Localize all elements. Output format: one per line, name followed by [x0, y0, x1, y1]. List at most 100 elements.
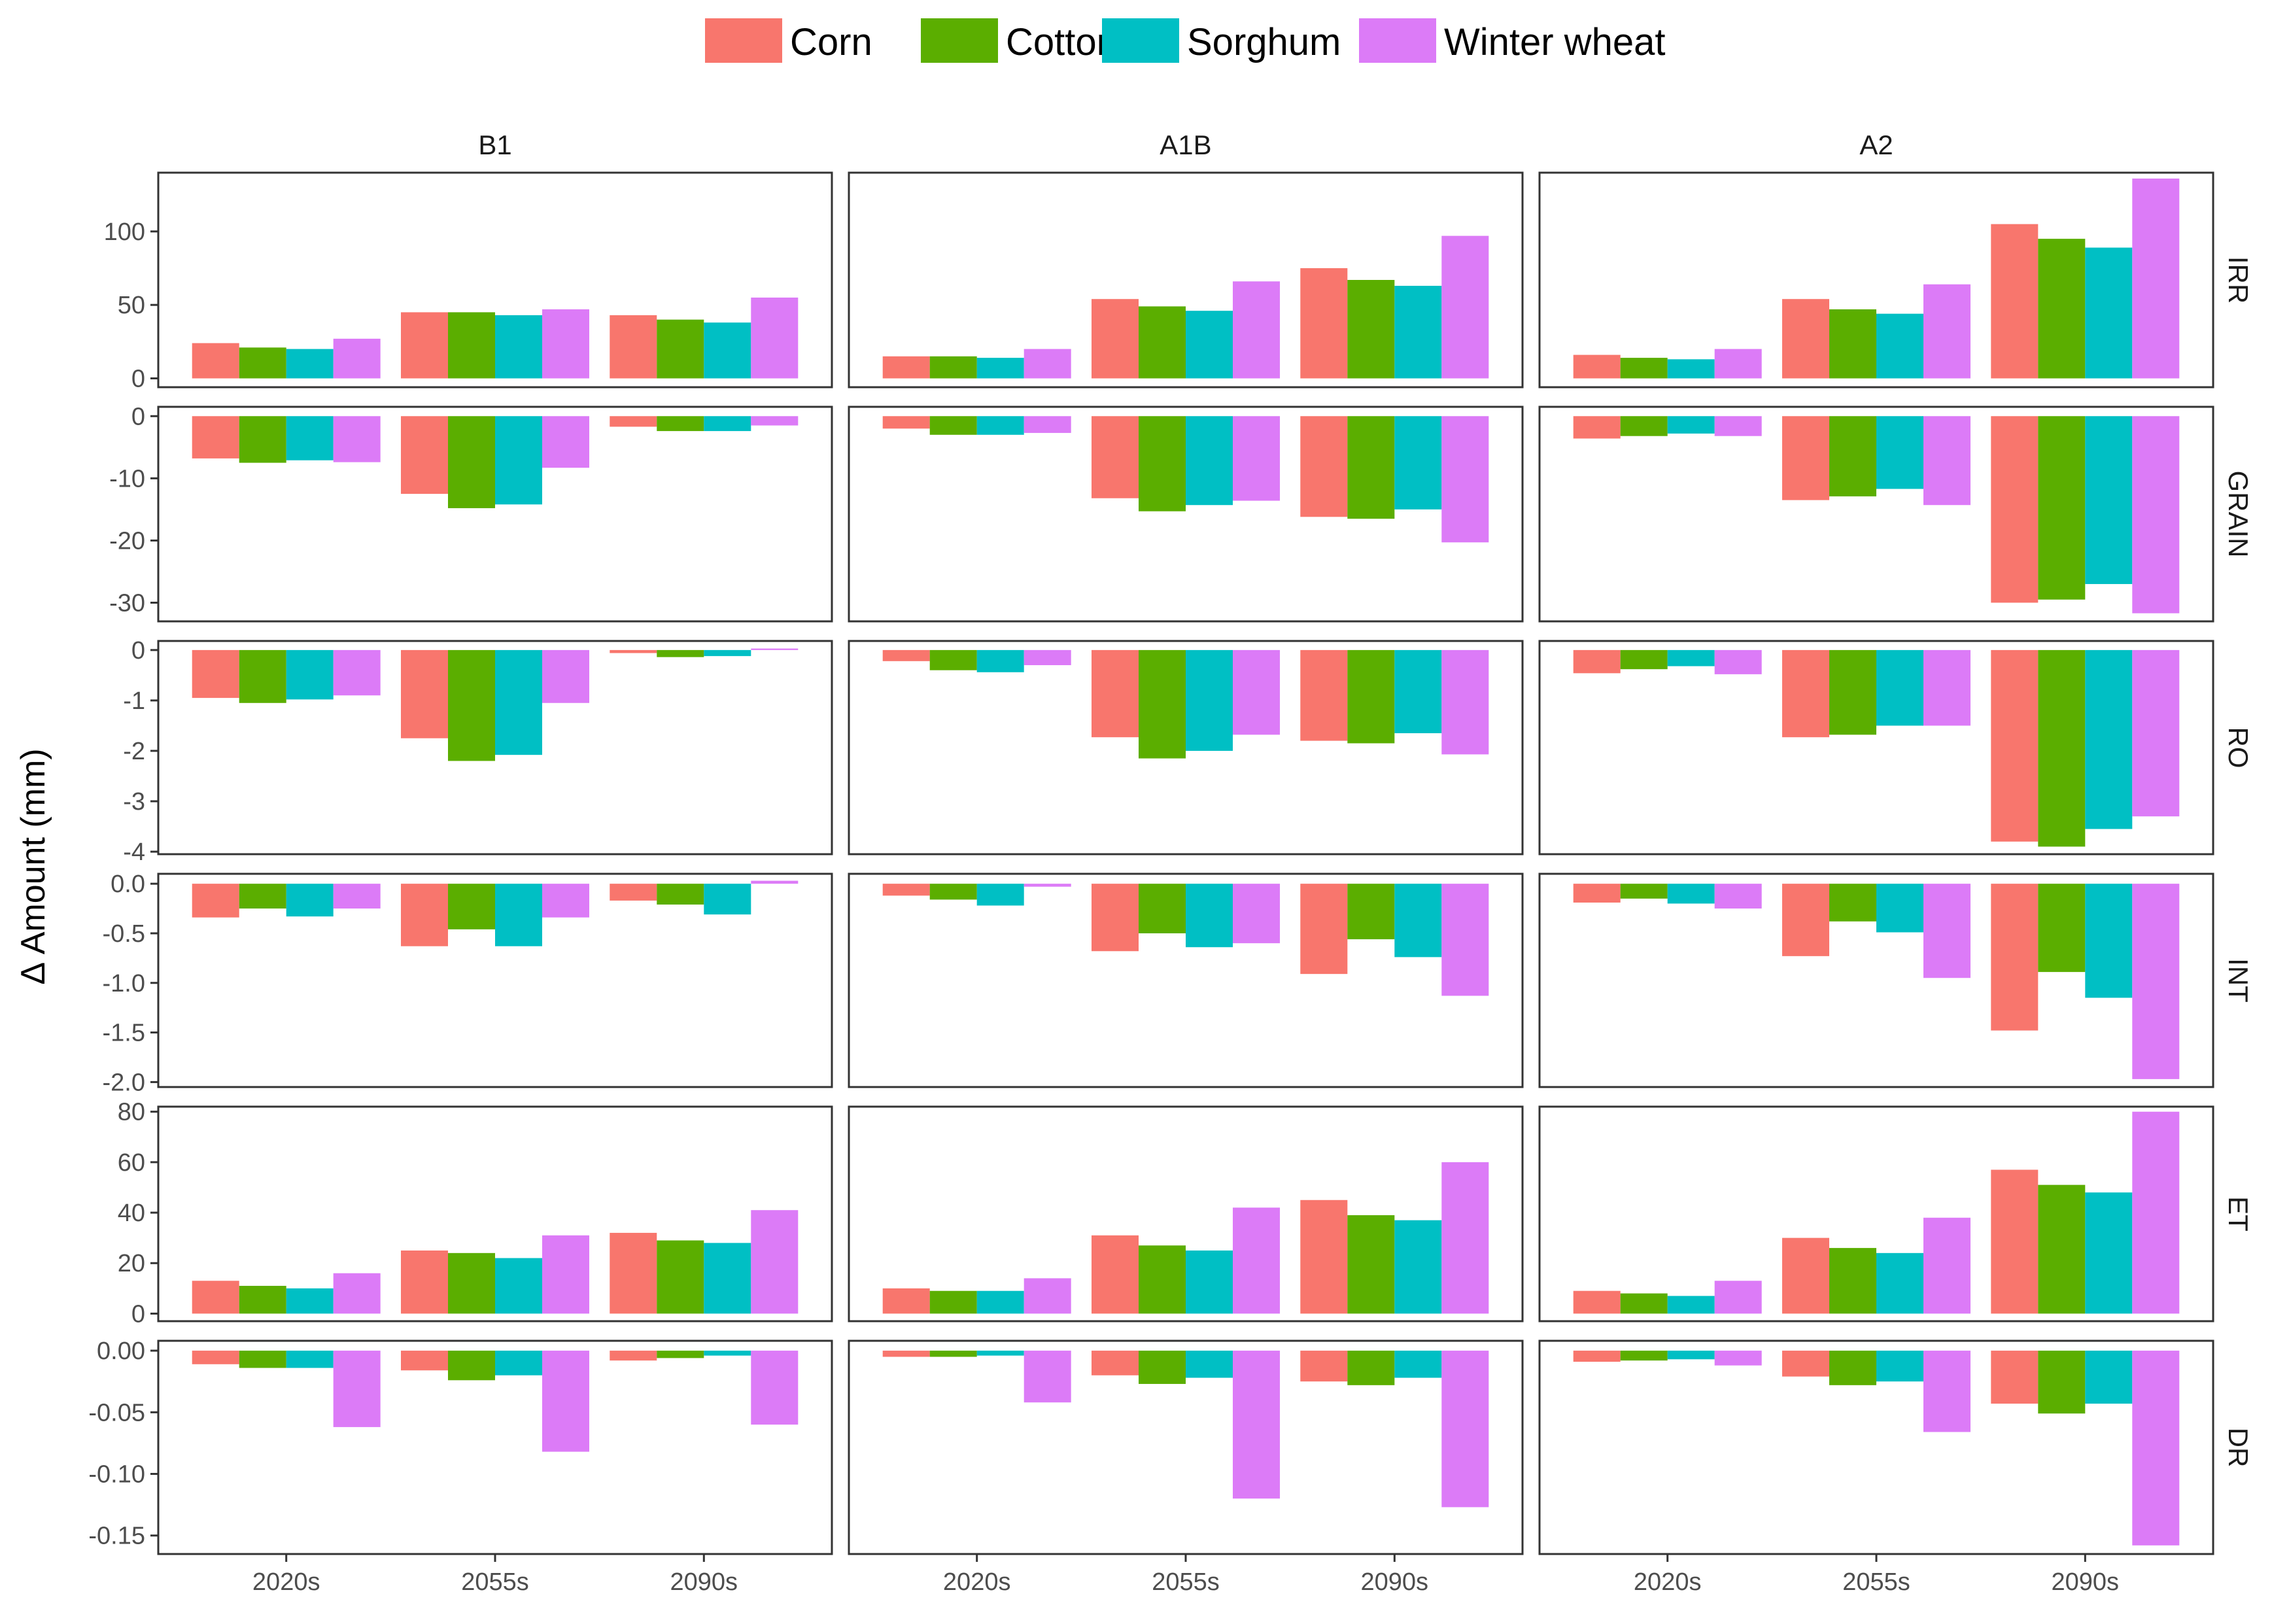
bar-dr-a1b-2020s-cotton: [929, 1351, 977, 1357]
y-tick-label-ro: -2: [123, 738, 145, 765]
bar-int-a2-2020s-sorghum: [1667, 884, 1715, 904]
y-tick-label-ro: 0: [131, 637, 145, 665]
bar-et-a2-2090s-cotton: [2038, 1184, 2086, 1314]
bar-ro-a1b-2020s-winter-wheat: [1024, 649, 1071, 665]
bar-int-a2-2055s-sorghum: [1876, 884, 1923, 933]
bar-et-a1b-2055s-winter-wheat: [1233, 1207, 1280, 1314]
bar-grain-b1-2020s-sorghum: [286, 416, 334, 460]
bar-irr-a1b-2090s-sorghum: [1394, 285, 1442, 379]
panel-ro-a1b: [848, 640, 1524, 855]
bar-grain-a2-2090s-cotton: [2038, 416, 2086, 600]
bar-int-a1b-2020s-winter-wheat: [1024, 884, 1071, 887]
bar-int-a2-2020s-cotton: [1620, 884, 1668, 899]
bar-dr-b1-2090s-cotton: [657, 1351, 704, 1358]
bar-int-b1-2055s-sorghum: [495, 884, 542, 946]
panel-dr-a2: [1538, 1339, 2214, 1555]
bar-et-b1-2090s-winter-wheat: [751, 1210, 799, 1314]
bar-irr-b1-2055s-cotton: [448, 312, 495, 379]
bar-irr-a2-2055s-corn: [1782, 299, 1829, 379]
bar-dr-a1b-2020s-corn: [882, 1351, 930, 1357]
bar-dr-a2-2090s-cotton: [2038, 1351, 2086, 1414]
bar-ro-b1-2055s-winter-wheat: [542, 649, 589, 703]
bar-dr-a2-2090s-corn: [1991, 1351, 2039, 1404]
bar-ro-b1-2055s-cotton: [448, 649, 495, 761]
bar-et-a2-2055s-sorghum: [1876, 1253, 1923, 1314]
bar-et-a2-2020s-winter-wheat: [1714, 1281, 1762, 1314]
bar-grain-b1-2055s-corn: [401, 416, 448, 494]
column-label-b1: B1: [478, 130, 511, 160]
bar-irr-b1-2090s-sorghum: [704, 322, 751, 379]
bar-int-b1-2020s-winter-wheat: [333, 884, 381, 909]
y-tick-label-irr: 0: [131, 366, 145, 393]
bar-ro-a2-2090s-cotton: [2038, 649, 2086, 847]
y-tick-label-int: -1.5: [103, 1020, 145, 1047]
bar-dr-b1-2055s-winter-wheat: [542, 1351, 589, 1452]
y-tick-label-dr: -0.15: [88, 1523, 145, 1550]
panel-irr-b1: 0 50 100: [104, 171, 833, 393]
bar-irr-a2-2020s-sorghum: [1667, 359, 1715, 379]
bar-ro-b1-2020s-cotton: [239, 649, 286, 703]
bar-irr-a2-2090s-winter-wheat: [2132, 178, 2180, 379]
bar-et-b1-2090s-sorghum: [704, 1243, 751, 1314]
bar-irr-a1b-2020s-sorghum: [976, 358, 1024, 379]
legend-item-winter-wheat: Winter wheat: [1359, 18, 1665, 63]
bar-et-b1-2055s-sorghum: [495, 1258, 542, 1314]
panel-int-a1b: [848, 872, 1524, 1088]
panel-irr-a1b: [848, 171, 1524, 389]
bar-grain-a2-2090s-corn: [1991, 416, 2039, 603]
row-label-dr: DR: [2223, 1428, 2254, 1468]
bar-irr-b1-2055s-winter-wheat: [542, 309, 589, 379]
bar-grain-b1-2020s-winter-wheat: [333, 416, 381, 462]
bar-grain-a2-2055s-sorghum: [1876, 416, 1923, 489]
panel-et-a1b: [848, 1105, 1524, 1322]
bar-irr-a2-2090s-sorghum: [2085, 247, 2133, 379]
bar-int-b1-2090s-winter-wheat: [751, 880, 799, 884]
bar-dr-a1b-2020s-winter-wheat: [1024, 1351, 1071, 1403]
panel-ro-b1: 0 -1 -2 -3 -4: [123, 637, 833, 866]
bar-dr-b1-2020s-sorghum: [286, 1351, 334, 1368]
y-tick-label-irr: 100: [104, 218, 145, 246]
panel-dr-a1b: [848, 1339, 1524, 1555]
bar-et-a1b-2055s-corn: [1092, 1235, 1139, 1314]
bar-ro-a2-2055s-corn: [1782, 649, 1829, 738]
bar-int-a1b-2090s-corn: [1300, 884, 1348, 975]
bar-irr-a2-2055s-sorghum: [1876, 313, 1923, 379]
bar-int-a1b-2020s-cotton: [929, 884, 977, 900]
bar-irr-a1b-2020s-winter-wheat: [1024, 349, 1071, 379]
bar-int-a2-2090s-winter-wheat: [2132, 884, 2180, 1079]
bar-int-b1-2020s-corn: [192, 884, 239, 918]
bar-int-a2-2055s-winter-wheat: [1923, 884, 1971, 978]
bar-ro-a2-2090s-sorghum: [2085, 649, 2133, 829]
column-strip-labels: B1 A1B A2: [478, 130, 1893, 160]
legend-item-corn: Corn: [705, 18, 872, 63]
bar-int-a1b-2090s-winter-wheat: [1441, 884, 1489, 996]
bar-et-b1-2055s-winter-wheat: [542, 1235, 589, 1314]
bar-et-a1b-2090s-winter-wheat: [1441, 1162, 1489, 1314]
panel-irr-a2: [1538, 171, 2214, 389]
bar-int-a2-2090s-corn: [1991, 884, 2039, 1031]
bar-et-b1-2020s-corn: [192, 1281, 239, 1314]
panel-ro-a2: [1538, 640, 2214, 855]
y-tick-label-int: -0.5: [103, 920, 145, 948]
bar-et-a2-2055s-winter-wheat: [1923, 1217, 1971, 1314]
bar-grain-b1-2090s-winter-wheat: [751, 416, 799, 426]
row-label-ro: RO: [2223, 727, 2254, 769]
bar-et-b1-2055s-cotton: [448, 1253, 495, 1314]
legend-label-winter-wheat: Winter wheat: [1444, 21, 1665, 63]
bar-dr-a2-2055s-winter-wheat: [1923, 1351, 1971, 1432]
bar-irr-a1b-2090s-corn: [1300, 268, 1348, 379]
bar-et-b1-2020s-cotton: [239, 1285, 286, 1314]
bar-et-a1b-2090s-corn: [1300, 1200, 1348, 1314]
bar-dr-b1-2090s-winter-wheat: [751, 1351, 799, 1425]
bar-int-b1-2055s-cotton: [448, 884, 495, 929]
bar-ro-a1b-2090s-cotton: [1347, 649, 1395, 744]
bar-irr-a2-2020s-cotton: [1620, 358, 1668, 379]
y-tick-label-grain: -30: [109, 589, 145, 617]
bar-int-b1-2090s-corn: [610, 884, 657, 901]
bar-ro-b1-2020s-winter-wheat: [333, 649, 381, 696]
x-tick-label-2090s: 2090s: [670, 1568, 738, 1596]
bar-int-b1-2055s-corn: [401, 884, 448, 946]
panel-dr-b1: 0.00 -0.05 -0.10 -0.15: [88, 1338, 833, 1555]
y-tick-label-int: -1.0: [103, 970, 145, 997]
